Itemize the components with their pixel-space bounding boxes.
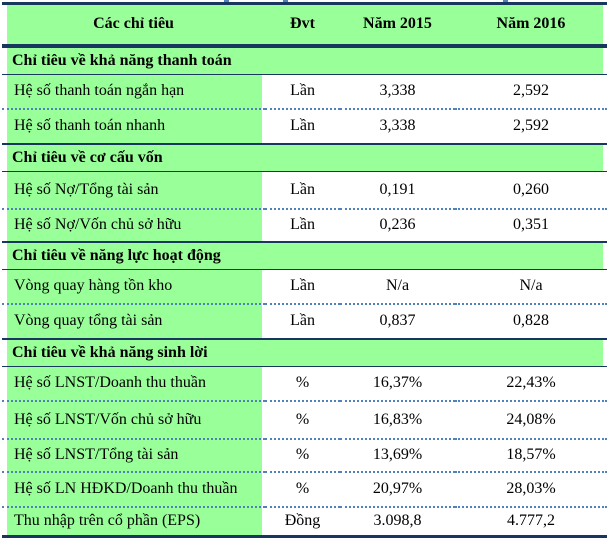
row-label: Hệ số thanh toán nhanh <box>2 110 265 143</box>
column-header-unit: Đvt <box>265 5 340 46</box>
row-unit: Lần <box>265 270 340 305</box>
row-value-2016: 0,828 <box>455 305 607 338</box>
table-row: Hệ số LNST/Tổng tài sản % 13,69% 18,57% <box>2 440 607 473</box>
row-value-2015: 3,338 <box>340 75 455 110</box>
table-row: Hệ số Nợ/Vốn chủ sở hữu Lần 0,236 0,351 <box>2 210 607 241</box>
row-value-2015: 3,338 <box>340 110 455 143</box>
column-header-2016: Năm 2016 <box>455 5 607 46</box>
column-header-2015: Năm 2015 <box>340 5 455 46</box>
section-header-row: Chỉ tiêu về năng lực hoạt động <box>2 241 607 270</box>
section-header-row: Chỉ tiêu về khả năng sinh lời <box>2 338 607 367</box>
row-unit: % <box>265 367 340 402</box>
row-unit: % <box>265 440 340 473</box>
row-label: Hệ số LNST/Vốn chủ sở hữu <box>2 402 265 440</box>
row-value-2016: 22,43% <box>455 367 607 402</box>
row-unit: % <box>265 402 340 440</box>
row-unit: Lần <box>265 110 340 143</box>
section-title: Chỉ tiêu về năng lực hoạt động <box>2 241 607 270</box>
row-value-2015: 16,83% <box>340 402 455 440</box>
section-title: Chỉ tiêu về khả năng thanh toán <box>2 46 607 75</box>
row-label: Hệ số LNST/Doanh thu thuần <box>2 367 265 402</box>
row-value-2015: 0,191 <box>340 172 455 210</box>
row-unit: Lần <box>265 75 340 110</box>
row-value-2016: 18,57% <box>455 440 607 473</box>
row-value-2016: 0,351 <box>455 210 607 241</box>
row-value-2015: 16,37% <box>340 367 455 402</box>
table-row: Hệ số LNST/Vốn chủ sở hữu % 16,83% 24,08… <box>2 402 607 440</box>
column-header-indicators: Các chỉ tiêu <box>2 5 265 46</box>
section-title: Chỉ tiêu về khả năng sinh lời <box>2 338 607 367</box>
row-label: Vòng quay hàng tồn kho <box>2 270 265 305</box>
section-header-row: Chỉ tiêu về cơ cấu vốn <box>2 143 607 172</box>
crop-artifact-tick <box>224 0 229 2</box>
table-row: Vòng quay hàng tồn kho Lần N/a N/a <box>2 270 607 305</box>
row-value-2015: 20,97% <box>340 473 455 508</box>
section-title: Chỉ tiêu về cơ cấu vốn <box>2 143 607 172</box>
row-unit: Lần <box>265 210 340 241</box>
table-row: Thu nhập trên cổ phần (EPS) Đồng 3.098,8… <box>2 508 607 535</box>
row-value-2016: 28,03% <box>455 473 607 508</box>
row-value-2016: 4.777,2 <box>455 508 607 535</box>
row-value-2015: 3.098,8 <box>340 508 455 535</box>
row-value-2016: 0,260 <box>455 172 607 210</box>
row-unit: Lần <box>265 172 340 210</box>
row-label: Hệ số LNST/Tổng tài sản <box>2 440 265 473</box>
row-value-2016: 24,08% <box>455 402 607 440</box>
table-header-row: Các chỉ tiêu Đvt Năm 2015 Năm 2016 <box>2 5 607 46</box>
crop-artifact-tick <box>503 0 508 2</box>
row-value-2015: 0,837 <box>340 305 455 338</box>
row-label: Hệ số thanh toán ngắn hạn <box>2 75 265 110</box>
row-value-2015: 13,69% <box>340 440 455 473</box>
crop-artifact-tick <box>283 0 288 2</box>
row-label: Vòng quay tổng tài sản <box>2 305 265 338</box>
table-row: Hệ số thanh toán nhanh Lần 3,338 2,592 <box>2 110 607 143</box>
row-unit: Lần <box>265 305 340 338</box>
table-row: Hệ số LNST/Doanh thu thuần % 16,37% 22,4… <box>2 367 607 402</box>
row-label: Hệ số Nợ/Tổng tài sản <box>2 172 265 210</box>
row-label: Hệ số LN HĐKD/Doanh thu thuần <box>2 473 265 508</box>
row-value-2016: 2,592 <box>455 110 607 143</box>
row-unit: % <box>265 473 340 508</box>
table-row: Hệ số Nợ/Tổng tài sản Lần 0,191 0,260 <box>2 172 607 210</box>
table-row: Hệ số thanh toán ngắn hạn Lần 3,338 2,59… <box>2 75 607 110</box>
row-label: Hệ số Nợ/Vốn chủ sở hữu <box>2 210 265 241</box>
row-unit: Đồng <box>265 508 340 535</box>
table-row: Vòng quay tổng tài sản Lần 0,837 0,828 <box>2 305 607 338</box>
table-row: Hệ số LN HĐKD/Doanh thu thuần % 20,97% 2… <box>2 473 607 508</box>
row-value-2015: 0,236 <box>340 210 455 241</box>
row-value-2016: 2,592 <box>455 75 607 110</box>
row-value-2015: N/a <box>340 270 455 305</box>
row-label: Thu nhập trên cổ phần (EPS) <box>2 508 265 535</box>
row-value-2016: N/a <box>455 270 607 305</box>
section-header-row: Chỉ tiêu về khả năng thanh toán <box>2 46 607 75</box>
